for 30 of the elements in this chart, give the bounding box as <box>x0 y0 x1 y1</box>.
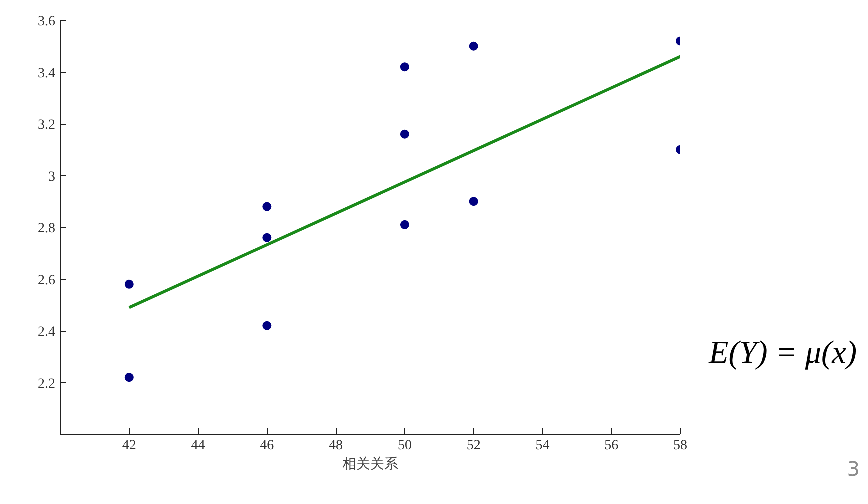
y-tick-label: 3.6 <box>38 14 56 30</box>
point <box>124 280 134 289</box>
x-tick-label: 54 <box>536 438 550 454</box>
point <box>400 220 410 230</box>
text: 3 <box>847 456 860 483</box>
x-tick-label: 48 <box>329 438 344 454</box>
x-tick-label: 58 <box>674 438 688 454</box>
x-axis-title: 相关关系 <box>342 456 398 472</box>
y-tick-label: 2.2 <box>38 376 56 392</box>
x-tick-label: 56 <box>604 438 619 454</box>
point <box>262 233 272 242</box>
point <box>400 62 410 72</box>
y-tick-label: 2.4 <box>38 325 56 340</box>
x-tick-label: 46 <box>260 438 274 454</box>
point <box>469 197 478 206</box>
x-tick-label: 52 <box>466 438 481 454</box>
y-tick-label: 3.4 <box>38 66 56 82</box>
point <box>469 42 478 51</box>
point <box>262 321 272 330</box>
y-tick-label: 2.8 <box>38 222 56 236</box>
x-tick-label: 44 <box>191 438 206 454</box>
point <box>124 373 134 382</box>
y-tick-label: 3.2 <box>38 118 56 133</box>
y-tick-label: 2.6 <box>38 273 56 288</box>
x-tick-label: 42 <box>122 438 136 454</box>
text: E(Y) = μ(x) <box>709 333 857 372</box>
point <box>400 130 410 139</box>
y-tick-label: 3 <box>48 170 56 185</box>
x-tick-label: 50 <box>398 438 412 454</box>
point <box>262 202 272 212</box>
